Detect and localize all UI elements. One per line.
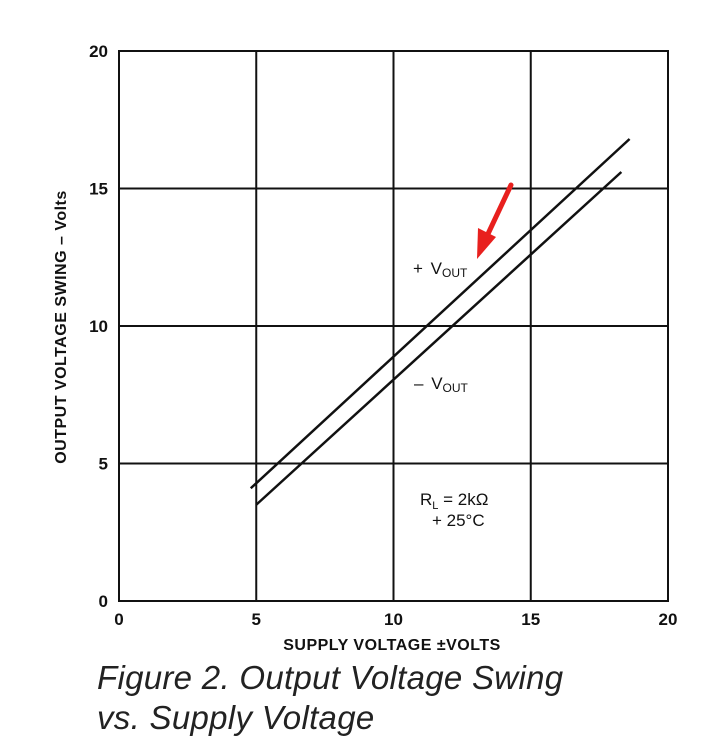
x-axis-label: SUPPLY VOLTAGE ±VOLTS: [283, 637, 501, 650]
y-tick-label-3: 15: [89, 180, 108, 199]
condition-r: R: [420, 490, 432, 509]
x-tick-label-1: 5: [252, 610, 261, 629]
series-line-minus-vout: [255, 171, 623, 506]
condition-line-2: + 25°C: [432, 511, 485, 530]
caption-line-1: Figure 2. Output Voltage Swing: [97, 659, 564, 696]
series-line-plus-vout: [249, 138, 631, 490]
x-tick-label-0: 0: [114, 610, 123, 629]
plus-vout-v: V: [431, 259, 443, 278]
y-tick-label-2: 10: [89, 317, 108, 336]
x-tick-labels: 0 5 10 15 20: [114, 610, 677, 629]
x-tick-label-4: 20: [659, 610, 678, 629]
y-axis-label: OUTPUT VOLTAGE SWING – Volts: [53, 190, 70, 464]
minus-vout-sub: OUT: [443, 381, 469, 395]
series-group: [249, 138, 631, 506]
condition-line-1: RL = 2kΩ: [420, 490, 488, 512]
plus-vout-label: + VOUT: [413, 259, 468, 280]
plot-frame: [118, 50, 669, 602]
plus-vout-sign: +: [413, 259, 423, 278]
x-tick-label-3: 15: [521, 610, 540, 629]
chart-grid: [119, 51, 668, 601]
plus-vout-sub: OUT: [442, 266, 468, 280]
condition-rest: = 2kΩ: [438, 490, 488, 509]
y-tick-label-1: 5: [99, 455, 108, 474]
figure-caption: Figure 2. Output Voltage Swing vs. Suppl…: [97, 658, 563, 738]
y-tick-label-0: 0: [99, 592, 108, 611]
minus-vout-sign: –: [414, 374, 424, 393]
y-tick-label-4: 20: [89, 42, 108, 61]
highlight-arrow: [477, 182, 514, 259]
x-tick-label-2: 10: [384, 610, 403, 629]
condition-sub: L: [432, 500, 438, 512]
caption-line-2: vs. Supply Voltage: [97, 699, 375, 736]
minus-vout-v: V: [431, 374, 443, 393]
minus-vout-label: – VOUT: [414, 374, 469, 395]
y-tick-labels: 0 5 10 15 20: [89, 42, 108, 611]
